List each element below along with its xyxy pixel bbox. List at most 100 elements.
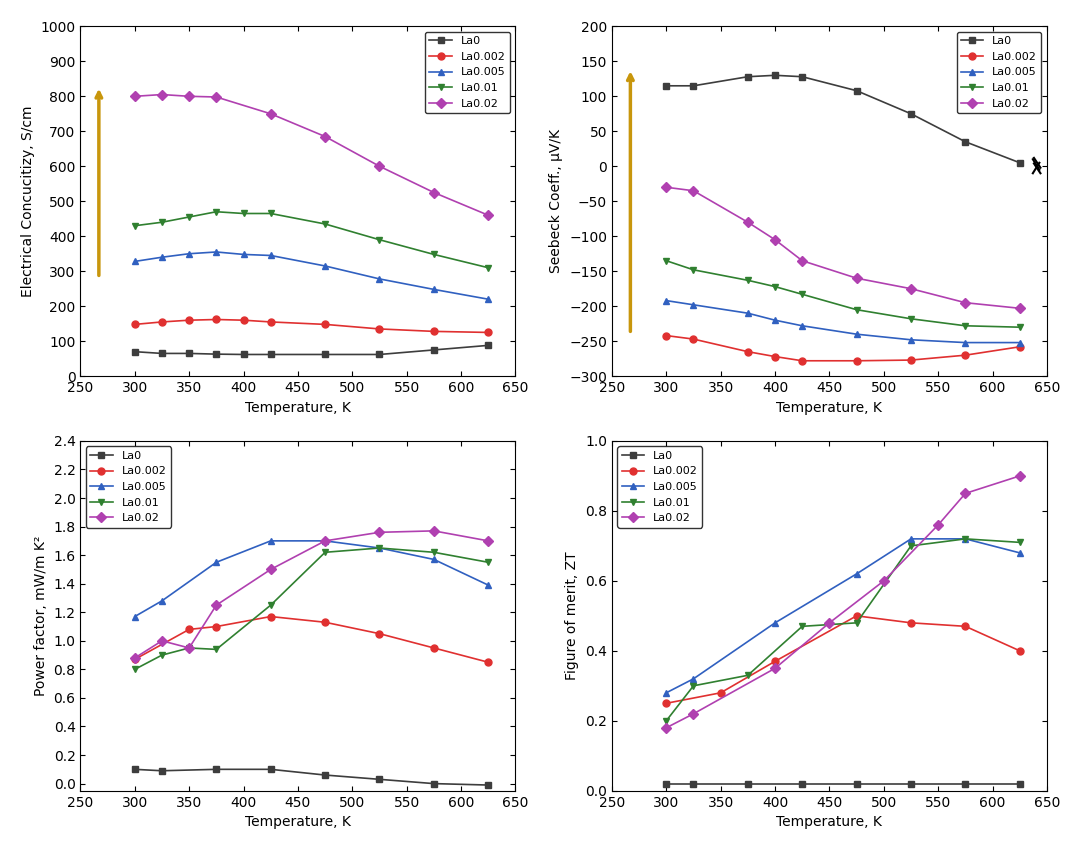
La0.01 bbox=[905, 541, 918, 551]
La0.002 bbox=[482, 327, 495, 337]
La0.01 bbox=[482, 558, 495, 568]
La0.02 bbox=[210, 92, 223, 102]
La0 bbox=[427, 345, 440, 355]
La0.005 bbox=[482, 580, 495, 590]
Line: La0.002: La0.002 bbox=[131, 316, 492, 336]
La0.002 bbox=[850, 355, 863, 366]
La0.002 bbox=[688, 334, 700, 344]
La0.005 bbox=[427, 284, 440, 294]
La0.01 bbox=[659, 256, 672, 266]
La0.02 bbox=[482, 210, 495, 220]
La0.002 bbox=[427, 643, 440, 653]
La0.02 bbox=[769, 663, 782, 673]
La0.005 bbox=[373, 274, 386, 284]
La0.005 bbox=[156, 252, 169, 263]
La0.01 bbox=[373, 543, 386, 553]
La0.01 bbox=[183, 212, 196, 222]
La0.005 bbox=[129, 257, 142, 267]
La0.02 bbox=[373, 162, 386, 172]
La0.02 bbox=[264, 564, 277, 575]
La0 bbox=[769, 71, 782, 81]
Line: La0: La0 bbox=[663, 72, 1024, 167]
La0 bbox=[129, 347, 142, 357]
La0.02 bbox=[659, 182, 672, 192]
La0.002 bbox=[715, 688, 728, 698]
Y-axis label: Power factor, mW/m K²: Power factor, mW/m K² bbox=[34, 536, 48, 696]
La0 bbox=[264, 349, 277, 360]
La0.002 bbox=[769, 656, 782, 666]
La0.002 bbox=[183, 315, 196, 326]
X-axis label: Temperature, K: Temperature, K bbox=[776, 400, 882, 415]
La0.002 bbox=[959, 350, 972, 360]
Legend: La0, La0.002, La0.005, La0.01, La0.02: La0, La0.002, La0.005, La0.01, La0.02 bbox=[957, 32, 1041, 113]
La0.01 bbox=[769, 281, 782, 292]
Line: La0.02: La0.02 bbox=[663, 184, 1024, 312]
La0 bbox=[796, 71, 809, 82]
La0.002 bbox=[769, 352, 782, 362]
La0.005 bbox=[796, 320, 809, 331]
Line: La0.005: La0.005 bbox=[663, 298, 1024, 346]
La0 bbox=[156, 766, 169, 776]
La0.01 bbox=[742, 275, 755, 286]
La0.01 bbox=[796, 621, 809, 632]
La0.005 bbox=[1013, 337, 1026, 348]
X-axis label: Temperature, K: Temperature, K bbox=[245, 815, 351, 829]
La0.02 bbox=[129, 91, 142, 101]
La0.01 bbox=[264, 208, 277, 218]
La0 bbox=[959, 779, 972, 789]
La0 bbox=[850, 86, 863, 96]
La0 bbox=[905, 779, 918, 789]
La0.002 bbox=[959, 621, 972, 632]
La0.02 bbox=[959, 298, 972, 308]
La0.002 bbox=[905, 618, 918, 628]
La0.005 bbox=[1013, 547, 1026, 558]
La0.01 bbox=[427, 249, 440, 259]
La0.02 bbox=[850, 273, 863, 283]
Line: La0.01: La0.01 bbox=[131, 545, 492, 673]
X-axis label: Temperature, K: Temperature, K bbox=[245, 400, 351, 415]
Legend: La0, La0.002, La0.005, La0.01, La0.02: La0, La0.002, La0.005, La0.01, La0.02 bbox=[85, 446, 171, 528]
La0.02 bbox=[688, 185, 700, 196]
La0.02 bbox=[796, 256, 809, 266]
La0.02 bbox=[878, 575, 891, 586]
La0.005 bbox=[156, 596, 169, 606]
Line: La0: La0 bbox=[131, 766, 492, 789]
La0.02 bbox=[183, 91, 196, 101]
La0.02 bbox=[319, 132, 332, 142]
La0 bbox=[156, 348, 169, 359]
La0.02 bbox=[183, 643, 196, 653]
La0.02 bbox=[210, 600, 223, 610]
La0.005 bbox=[769, 315, 782, 326]
La0.01 bbox=[427, 547, 440, 558]
La0.002 bbox=[659, 698, 672, 708]
La0.002 bbox=[129, 654, 142, 665]
La0.02 bbox=[482, 536, 495, 546]
La0.002 bbox=[427, 326, 440, 337]
La0 bbox=[482, 780, 495, 791]
La0.005 bbox=[742, 308, 755, 318]
La0.002 bbox=[210, 314, 223, 325]
Line: La0.002: La0.002 bbox=[663, 332, 1024, 365]
La0 bbox=[742, 779, 755, 789]
La0.02 bbox=[319, 536, 332, 546]
La0.02 bbox=[769, 235, 782, 245]
La0.01 bbox=[688, 681, 700, 691]
La0.002 bbox=[373, 629, 386, 639]
La0.002 bbox=[319, 320, 332, 330]
La0.02 bbox=[905, 284, 918, 294]
La0.02 bbox=[659, 722, 672, 733]
Line: La0.02: La0.02 bbox=[131, 527, 492, 661]
La0.01 bbox=[482, 263, 495, 273]
La0.01 bbox=[796, 289, 809, 299]
La0.002 bbox=[373, 324, 386, 334]
La0.01 bbox=[210, 644, 223, 654]
La0.01 bbox=[905, 314, 918, 324]
La0.002 bbox=[1013, 646, 1026, 656]
La0.005 bbox=[237, 249, 250, 259]
La0 bbox=[373, 774, 386, 785]
La0 bbox=[319, 770, 332, 780]
Legend: La0, La0.002, La0.005, La0.01, La0.02: La0, La0.002, La0.005, La0.01, La0.02 bbox=[425, 32, 510, 113]
La0.002 bbox=[129, 320, 142, 330]
La0.005 bbox=[905, 335, 918, 345]
La0 bbox=[1013, 157, 1026, 167]
